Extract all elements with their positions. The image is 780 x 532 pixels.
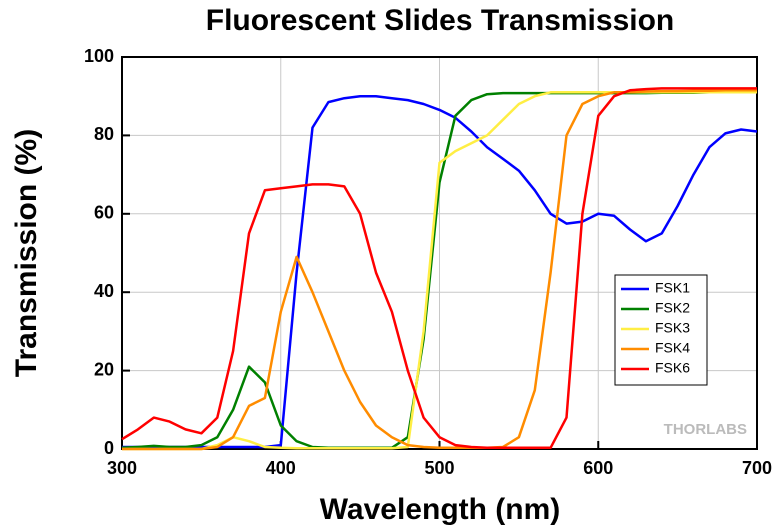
watermark: THORLABS — [664, 421, 747, 438]
y-tick-label: 40 — [94, 281, 114, 301]
y-tick-label: 20 — [94, 359, 114, 379]
legend-label: FSK3 — [655, 320, 690, 336]
x-tick-label: 400 — [266, 458, 296, 478]
legend-label: FSK1 — [655, 280, 690, 296]
y-tick-label: 0 — [104, 438, 114, 458]
y-tick-label: 80 — [94, 124, 114, 144]
x-tick-label: 500 — [424, 458, 454, 478]
legend-label: FSK4 — [655, 340, 690, 356]
data-line — [122, 94, 758, 449]
y-tick-label: 100 — [84, 46, 114, 66]
chart-title: Fluorescent Slides Transmission — [206, 4, 675, 37]
y-tick-label: 60 — [94, 203, 114, 223]
legend-label: FSK6 — [655, 360, 690, 376]
x-tick-label: 300 — [107, 458, 137, 478]
x-tick-label: 700 — [742, 458, 772, 478]
data-line — [121, 87, 757, 450]
y-axis-label: Transmission (%) — [10, 129, 43, 377]
data-line — [122, 89, 757, 451]
x-axis-label: Wavelength (nm) — [320, 493, 561, 526]
x-tick-label: 600 — [583, 458, 613, 478]
legend-label: FSK2 — [655, 300, 690, 316]
